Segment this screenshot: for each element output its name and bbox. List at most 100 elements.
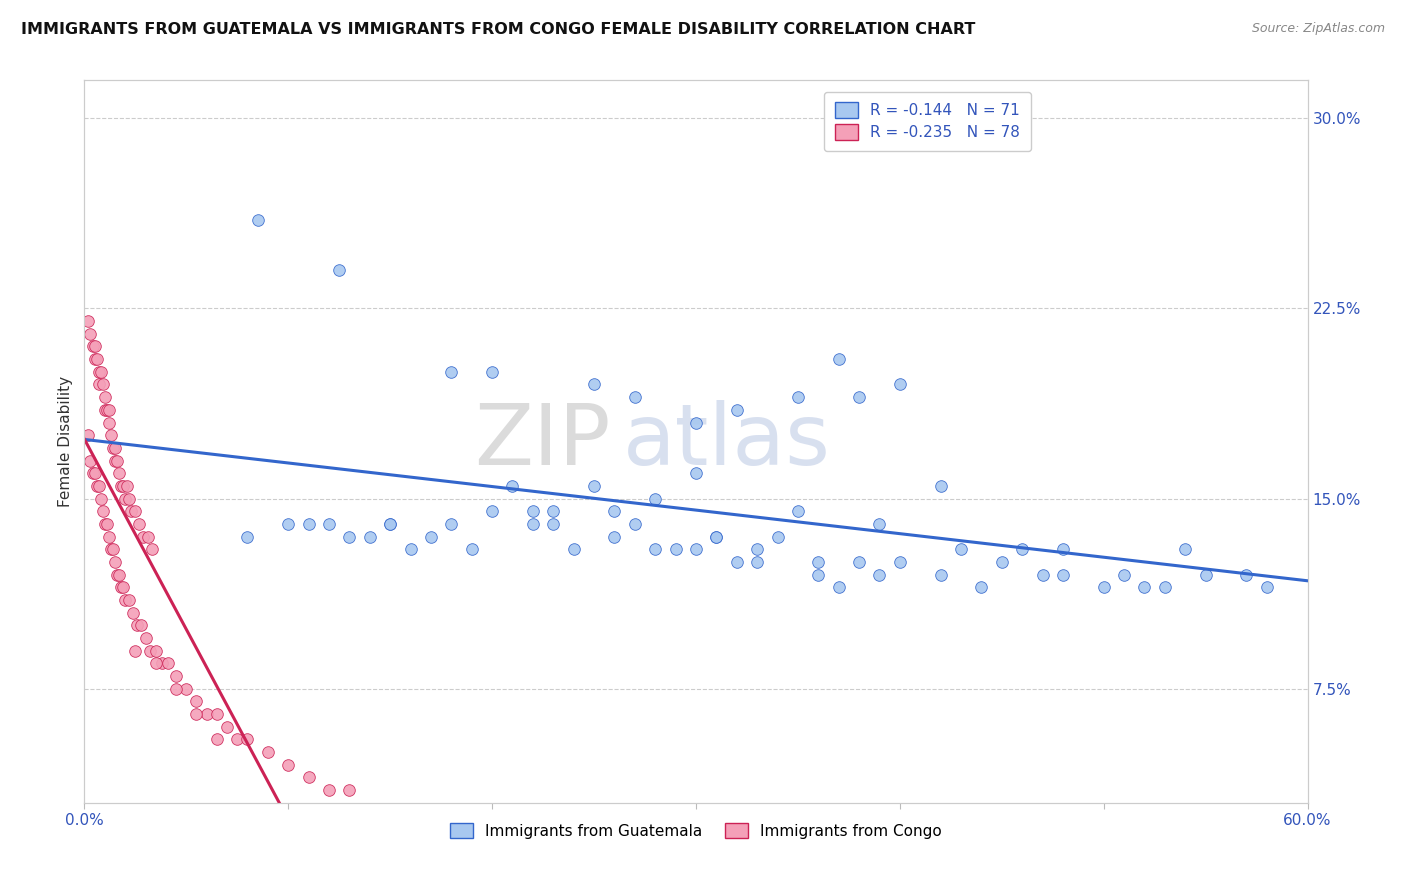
Point bbox=[104, 441, 127, 455]
Text: IMMIGRANTS FROM GUATEMALA VS IMMIGRANTS FROM CONGO FEMALE DISABILITY CORRELATION: IMMIGRANTS FROM GUATEMALA VS IMMIGRANTS … bbox=[21, 22, 976, 37]
Point bbox=[186, 707, 208, 722]
Point bbox=[869, 516, 891, 531]
Point bbox=[787, 504, 810, 518]
Point bbox=[277, 516, 299, 531]
Point bbox=[359, 530, 381, 544]
Point bbox=[90, 491, 112, 506]
Point bbox=[644, 491, 666, 506]
Point bbox=[87, 479, 110, 493]
Point bbox=[86, 479, 108, 493]
Point bbox=[562, 542, 585, 557]
Text: Source: ZipAtlas.com: Source: ZipAtlas.com bbox=[1251, 22, 1385, 36]
Point bbox=[1195, 567, 1218, 582]
Point bbox=[108, 467, 131, 481]
Point bbox=[624, 390, 647, 404]
Point bbox=[104, 453, 127, 467]
Point bbox=[91, 504, 114, 518]
Point bbox=[90, 365, 112, 379]
Point bbox=[83, 352, 105, 367]
Point bbox=[277, 757, 299, 772]
Point bbox=[440, 365, 463, 379]
Point bbox=[118, 593, 141, 607]
Point bbox=[828, 352, 851, 367]
Point bbox=[318, 783, 340, 797]
Point bbox=[83, 339, 105, 353]
Point bbox=[100, 542, 122, 557]
Point bbox=[522, 516, 544, 531]
Point bbox=[104, 555, 127, 569]
Point bbox=[112, 479, 135, 493]
Point bbox=[79, 453, 101, 467]
Point bbox=[236, 530, 259, 544]
Point bbox=[124, 643, 146, 657]
Point bbox=[156, 657, 179, 671]
Point bbox=[747, 555, 769, 569]
Point bbox=[848, 555, 870, 569]
Point bbox=[226, 732, 249, 747]
Point bbox=[174, 681, 197, 696]
Point bbox=[399, 542, 422, 557]
Point bbox=[79, 326, 101, 341]
Point bbox=[807, 555, 830, 569]
Point bbox=[165, 669, 187, 683]
Point bbox=[1114, 567, 1136, 582]
Point bbox=[87, 377, 110, 392]
Point bbox=[848, 390, 870, 404]
Text: ZIP: ZIP bbox=[474, 400, 610, 483]
Point bbox=[328, 263, 350, 277]
Point bbox=[186, 694, 208, 708]
Point bbox=[97, 530, 120, 544]
Point bbox=[1011, 542, 1033, 557]
Point bbox=[91, 377, 114, 392]
Point bbox=[543, 504, 565, 518]
Point bbox=[101, 441, 124, 455]
Point bbox=[77, 428, 100, 442]
Point bbox=[97, 416, 120, 430]
Point bbox=[1133, 580, 1156, 594]
Point bbox=[380, 516, 402, 531]
Point bbox=[1052, 542, 1074, 557]
Point bbox=[131, 618, 153, 632]
Point bbox=[869, 567, 891, 582]
Point bbox=[110, 580, 132, 594]
Point bbox=[96, 516, 118, 531]
Point bbox=[339, 530, 361, 544]
Point bbox=[298, 771, 321, 785]
Point bbox=[205, 732, 228, 747]
Point bbox=[685, 416, 707, 430]
Point bbox=[195, 707, 218, 722]
Point bbox=[115, 479, 138, 493]
Point bbox=[929, 567, 952, 582]
Point bbox=[685, 542, 707, 557]
Point bbox=[440, 516, 463, 531]
Point bbox=[93, 402, 115, 417]
Point bbox=[522, 504, 544, 518]
Point bbox=[787, 390, 810, 404]
Point bbox=[889, 377, 911, 392]
Point bbox=[257, 745, 280, 759]
Point bbox=[165, 681, 187, 696]
Point bbox=[420, 530, 443, 544]
Point bbox=[807, 567, 830, 582]
Point bbox=[114, 593, 136, 607]
Point bbox=[1032, 567, 1054, 582]
Legend: Immigrants from Guatemala, Immigrants from Congo: Immigrants from Guatemala, Immigrants fr… bbox=[439, 812, 953, 849]
Point bbox=[87, 365, 110, 379]
Point bbox=[583, 377, 606, 392]
Point bbox=[706, 530, 728, 544]
Point bbox=[665, 542, 688, 557]
Point bbox=[124, 504, 146, 518]
Point bbox=[481, 504, 503, 518]
Point bbox=[685, 467, 707, 481]
Point bbox=[100, 428, 122, 442]
Point bbox=[766, 530, 789, 544]
Point bbox=[1236, 567, 1258, 582]
Point bbox=[108, 567, 131, 582]
Point bbox=[114, 491, 136, 506]
Point bbox=[1256, 580, 1278, 594]
Point bbox=[339, 783, 361, 797]
Point bbox=[97, 402, 120, 417]
Point bbox=[127, 618, 149, 632]
Point bbox=[135, 631, 157, 645]
Text: atlas: atlas bbox=[623, 400, 831, 483]
